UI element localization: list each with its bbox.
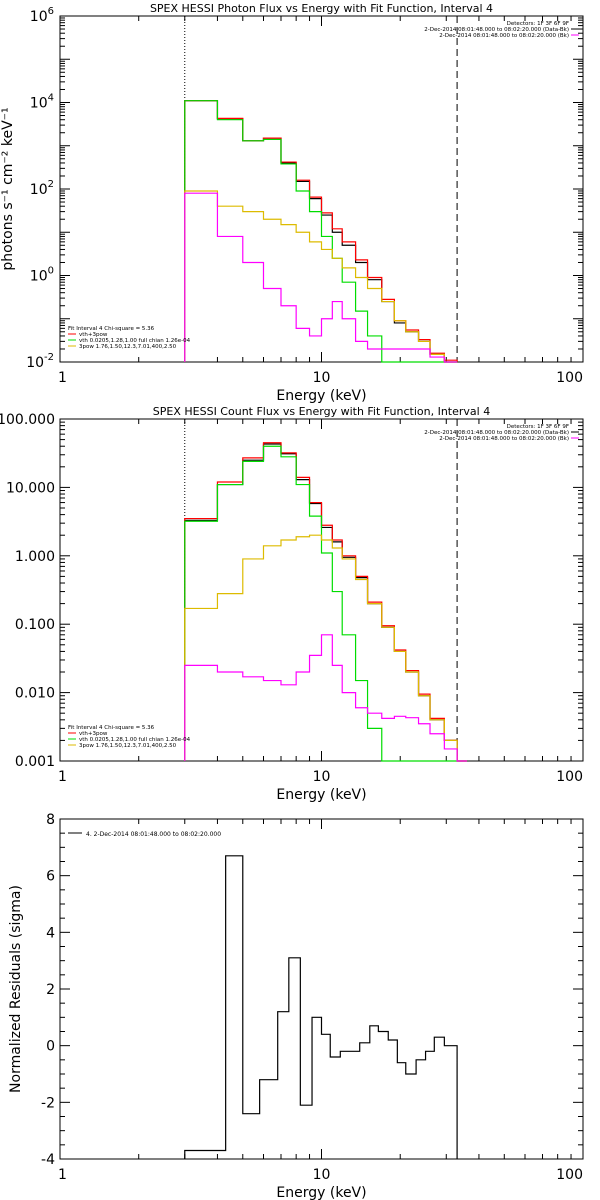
- y-tick-label: 0: [46, 1039, 55, 1055]
- y-tick-label: 10-2: [26, 352, 54, 371]
- header-line: Detectors: 1F 3F 6F 9F: [507, 21, 569, 27]
- chart-title: SPEX HESSI Count Flux vs Energy with Fit…: [153, 405, 490, 418]
- y-tick-label: 100: [30, 266, 54, 285]
- fit-info-line: Fit Interval 4 Chi-square = 5.36: [68, 326, 155, 332]
- x-tick-label: 1: [58, 769, 67, 785]
- y-tick-label: 0.001: [15, 754, 55, 770]
- y-tick-label: 2: [46, 982, 55, 998]
- x-tick-label: 1: [58, 370, 67, 386]
- fit-info-line: vth+3pow: [79, 731, 108, 737]
- x-axis-label: Energy (keV): [276, 388, 366, 404]
- series-1-line: [184, 855, 458, 1159]
- series-4-line: [184, 534, 467, 762]
- series-2-line: [184, 442, 467, 762]
- plot-frame: [59, 818, 584, 1160]
- fit-info-line: 3pow 1.76,1.50,12.3,7.01,400,2.50: [79, 743, 177, 749]
- y-axis-label: photons s⁻¹ cm⁻² keV⁻¹: [0, 107, 16, 270]
- chart-panel-1: SPEX HESSI Photon Flux vs Energy with Fi…: [0, 2, 584, 404]
- fit-info-line: vth 0.0205,1.28,1.00 full chian 1.26e-04: [79, 338, 191, 344]
- y-axis-label: Normalized Residuals (sigma): [8, 885, 24, 1093]
- y-tick-label: -2: [41, 1095, 55, 1111]
- y-tick-label: 0.010: [15, 686, 55, 702]
- fit-info-line: 3pow 1.76,1.50,12.3,7.01,400,2.50: [79, 344, 177, 350]
- x-tick-label: 10: [313, 370, 331, 386]
- x-axis-label: Energy (keV): [276, 787, 366, 803]
- y-tick-label: 102: [30, 179, 54, 198]
- y-tick-label: 10.000: [6, 480, 55, 496]
- y-tick-label: 0.100: [15, 617, 55, 633]
- header-line: 2-Dec-2014 08:01:48.000 to 08:02:20.000 …: [439, 33, 569, 39]
- chart-panel-2: SPEX HESSI Count Flux vs Energy with Fit…: [0, 405, 584, 803]
- y-tick-label: -4: [41, 1152, 55, 1168]
- series-5-line: [184, 634, 467, 762]
- plot-frame: [59, 418, 584, 762]
- plot-frame: [59, 15, 584, 363]
- x-tick-label: 100: [556, 1167, 583, 1183]
- y-tick-label: 104: [30, 93, 54, 112]
- fit-info-line: vth+3pow: [79, 332, 108, 338]
- x-tick-label: 1: [58, 1167, 67, 1183]
- fit-info-line: Fit Interval 4 Chi-square = 5.36: [68, 725, 155, 731]
- series-4-line: [184, 190, 458, 363]
- fit-info-line: vth 0.0205,1.28,1.00 full chian 1.26e-04: [79, 737, 191, 743]
- header-line: 2-Dec-2014 08:01:48.000 to 08:02:20.000 …: [424, 430, 569, 436]
- x-axis-label: Energy (keV): [276, 1185, 366, 1200]
- chart-panel-3: 1 10 100 Energy (keV) -4 -2 0 2 4 6 8 Normalized Re…: [8, 812, 584, 1200]
- y-tick-label: 1.000: [15, 549, 55, 565]
- header-line: 2-Dec-2014 08:01:48.000 to 08:02:20.000 …: [424, 27, 569, 33]
- y-tick-label: 106: [30, 6, 54, 25]
- header-line: Detectors: 1F 3F 6F 9F: [507, 424, 569, 430]
- series-3-line: [184, 445, 467, 762]
- x-tick-label: 100: [556, 769, 583, 785]
- y-tick-label: 100.000: [0, 412, 55, 428]
- legend-entry: 4. 2-Dec-2014 08:01:48.000 to 08:02:20.0…: [86, 831, 221, 838]
- header-line: 2-Dec-2014 08:01:48.000 to 08:02:20.000 …: [439, 436, 569, 442]
- y-tick-label: 8: [46, 812, 55, 828]
- x-tick-label: 10: [313, 1167, 331, 1183]
- x-tick-label: 10: [313, 769, 331, 785]
- series-1-line: [184, 443, 467, 762]
- y-tick-label: 6: [46, 869, 55, 885]
- x-tick-label: 100: [556, 370, 583, 386]
- series-5-line: [184, 192, 458, 363]
- chart-title: SPEX HESSI Photon Flux vs Energy with Fi…: [150, 2, 493, 15]
- series-3-line: [184, 100, 458, 363]
- y-tick-label: 4: [46, 925, 55, 941]
